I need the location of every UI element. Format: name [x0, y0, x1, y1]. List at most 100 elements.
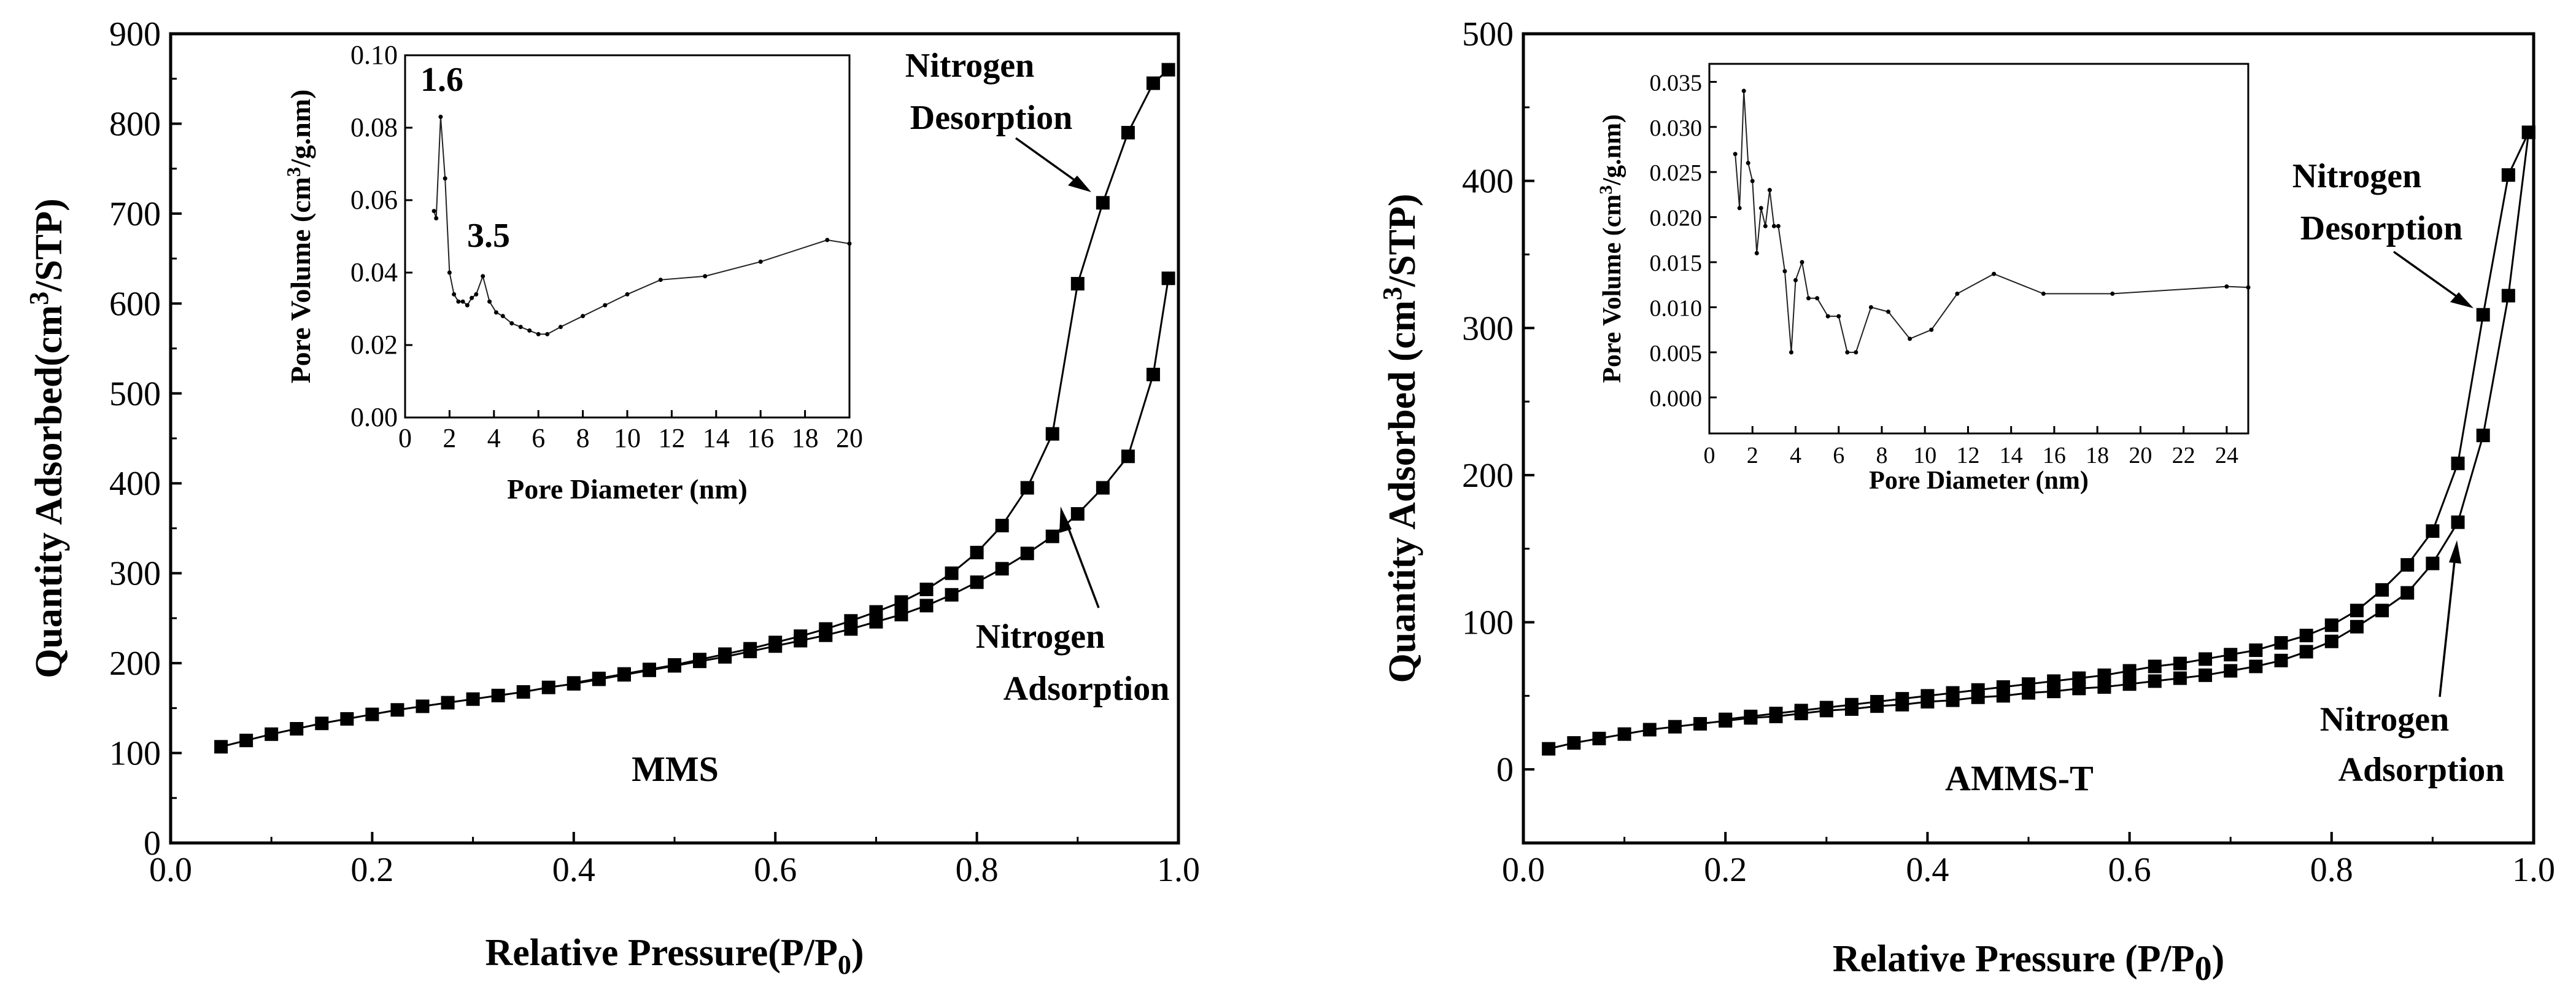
adsorption-arrowhead	[1059, 507, 1072, 533]
data-point	[1719, 712, 1733, 726]
inset-data-point	[443, 176, 447, 181]
data-point	[390, 703, 404, 717]
inset-data-point	[1955, 291, 1960, 296]
inset-data-point	[465, 303, 470, 308]
chart-title: AMMS-T	[1945, 758, 2094, 798]
inset-x-tick-label: 8	[576, 423, 590, 453]
data-point	[2451, 456, 2465, 470]
y-axis-label-main: Quantity Adsorbed(cm	[28, 305, 70, 678]
inset-data-point	[1789, 350, 1793, 355]
inset-y-axis-label-main: Pore Volume (cm	[285, 177, 316, 383]
y-tick-label: 600	[109, 285, 161, 323]
data-point	[466, 692, 480, 706]
data-point	[1920, 689, 1935, 703]
x-tick-label: 1.0	[1157, 851, 1200, 889]
data-point	[1567, 736, 1581, 750]
inset-data-point	[758, 259, 763, 264]
data-point	[2501, 289, 2515, 303]
y-axis-label-close: /STP)	[1382, 193, 1423, 287]
data-point	[2224, 664, 2238, 678]
data-point	[2426, 556, 2440, 570]
data-point	[894, 608, 908, 622]
inset-x-tick-label: 4	[487, 423, 501, 453]
inset-y-ticks: 0.000 0.005 0.010 0.015 0.020 0.025 0.030 0.035	[1650, 70, 1717, 411]
data-point	[2476, 308, 2490, 322]
inset-x-tick-label: 12	[658, 423, 685, 453]
y-tick-label: 0	[1496, 751, 1514, 789]
inset-y-tick-label: 0.035	[1650, 70, 1703, 96]
data-point	[1794, 704, 1808, 718]
data-point	[2375, 583, 2389, 597]
data-point	[718, 647, 732, 661]
x-axis-label-sub: 0	[838, 950, 851, 980]
data-point	[2350, 604, 2364, 618]
inset-y-tick-label: 0.020	[1650, 206, 1703, 231]
data-point	[1121, 126, 1135, 140]
inset-data-point	[438, 114, 443, 119]
data-point	[1617, 727, 1631, 741]
data-point	[516, 685, 530, 699]
inset-x-tick-label: 12	[1956, 443, 1979, 468]
y-tick-label: 800	[109, 105, 161, 143]
y-tick-label: 500	[1462, 15, 1514, 53]
data-point	[1642, 723, 1657, 737]
inset-y-tick-label: 0.025	[1650, 160, 1703, 186]
y-tick-label: 200	[109, 645, 161, 683]
inset-data-point	[1782, 269, 1787, 274]
data-point	[844, 614, 858, 628]
inset-data-point	[493, 310, 498, 315]
inset-data-point	[658, 278, 663, 282]
data-point	[1045, 529, 1059, 543]
y-axis-label-close: /STP)	[28, 198, 70, 292]
data-point	[2072, 671, 2086, 685]
x-tick-label: 0.4	[1906, 851, 1949, 889]
desorption-annotation-line2: Desorption	[2300, 209, 2462, 247]
data-point	[265, 727, 279, 741]
x-tick-label: 0.2	[1704, 851, 1747, 889]
y-ticks: 0 100 200 300 400 500 600 700 800 900	[109, 15, 182, 863]
data-point	[1161, 63, 1175, 77]
data-point	[1592, 731, 1606, 745]
inset-y-axis-label-close: /g.nm)	[1598, 114, 1626, 186]
data-point	[1769, 707, 1783, 721]
adsorption-arrowhead	[2449, 540, 2461, 564]
inset-x-axis-label: Pore Diameter (nm)	[507, 473, 748, 505]
data-point	[1146, 368, 1160, 382]
inset-x-tick-label: 24	[2215, 443, 2238, 468]
inset-data-point	[1733, 152, 1738, 157]
inset-y-tick-label: 0.010	[1650, 295, 1703, 321]
adsorption-annotation-line1: Nitrogen	[976, 618, 1105, 656]
inset-data-point	[509, 321, 514, 326]
inset-frame	[1708, 63, 2249, 435]
data-point	[2097, 680, 2111, 694]
data-point	[2122, 664, 2137, 678]
inset-y-tick-label: 0.06	[350, 185, 398, 215]
data-point	[2274, 636, 2288, 650]
data-point	[1844, 697, 1859, 712]
inset-x-tick-label: 20	[2129, 443, 2152, 468]
inset-data-point	[487, 299, 492, 304]
desorption-arrow	[2392, 250, 2462, 301]
data-point	[2173, 656, 2187, 670]
x-axis-label-close: )	[2212, 938, 2225, 980]
y-axis-label: Quantity Adsorbed(cm3/STP)	[24, 198, 70, 678]
inset-data-point	[2246, 285, 2251, 290]
data-point	[2122, 677, 2137, 691]
inset-data-point	[545, 332, 550, 336]
desorption-arrowhead	[2450, 292, 2474, 308]
data-point	[1895, 692, 1909, 706]
data-point	[491, 688, 505, 702]
inset-data-point	[1767, 188, 1772, 193]
inset-y-tick-label: 0.08	[350, 112, 398, 142]
inset-data-point	[481, 274, 485, 279]
data-point	[2324, 634, 2338, 648]
inset-data-point	[703, 274, 708, 279]
inset-data-point	[447, 270, 452, 275]
inset-y-axis-label-sup: 3	[1596, 185, 1616, 195]
x-tick-label: 0.0	[149, 851, 192, 889]
data-point	[919, 599, 934, 613]
data-point	[1744, 709, 1758, 723]
data-point	[894, 595, 908, 609]
adsorption-annotation-line1: Nitrogen	[2320, 701, 2450, 739]
data-point	[2451, 515, 2465, 529]
